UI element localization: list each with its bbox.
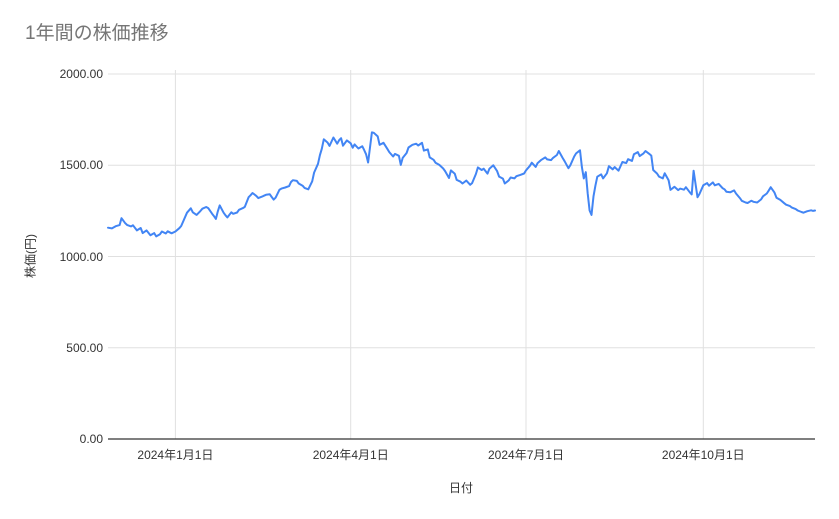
- chart-title: 1年間の株価推移: [25, 23, 169, 44]
- x-tick-label: 2024年7月1日: [488, 448, 565, 462]
- x-tick-label: 2024年4月1日: [312, 448, 389, 462]
- x-tick-label: 2024年1月1日: [137, 448, 214, 462]
- y-tick-label: 2000.00: [59, 67, 103, 81]
- y-tick-label: 500.00: [66, 340, 103, 355]
- x-axis-title: 日付: [448, 481, 474, 495]
- x-tick-label: 2024年10月1日: [661, 448, 745, 462]
- y-tick-label: 1500.00: [59, 158, 103, 173]
- price-line: [107, 131, 816, 238]
- y-tick-label: 1000.00: [59, 249, 103, 264]
- y-tick-label: 0.00: [79, 432, 103, 446]
